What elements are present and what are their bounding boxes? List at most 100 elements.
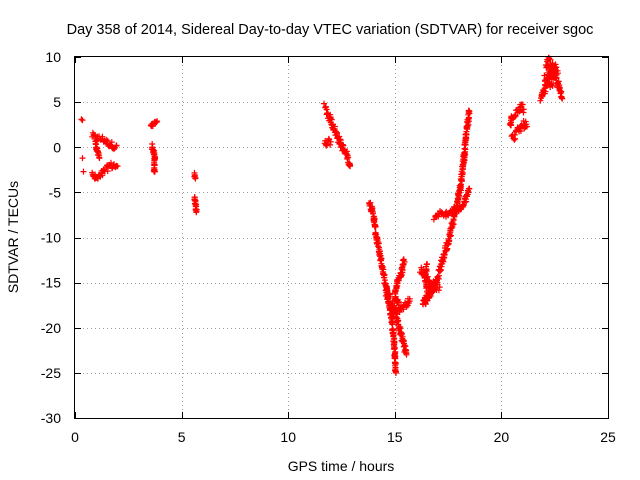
points-layer (78, 54, 566, 376)
data-point (436, 284, 443, 291)
data-point (151, 168, 158, 175)
data-point (389, 313, 396, 320)
data-point (381, 271, 388, 278)
ticks-layer: 0 5 10 15 20 25 -30 -25 -20 -15 -10 -5 0 5 10 (41, 49, 616, 445)
data-point (403, 351, 410, 358)
data-point (99, 172, 106, 179)
data-point (517, 128, 524, 134)
x-tick-label: 5 (178, 429, 186, 445)
data-point (465, 189, 472, 196)
data-point (193, 208, 200, 215)
data-point (549, 60, 556, 67)
data-point (394, 278, 400, 285)
data-point (392, 369, 399, 376)
plot-frame (74, 56, 609, 419)
data-point (345, 154, 352, 161)
y-tick-label: -15 (41, 275, 61, 291)
x-tick-label: 10 (280, 429, 296, 445)
data-point (398, 330, 405, 337)
data-point (461, 149, 468, 156)
data-point (108, 139, 115, 146)
data-point (458, 173, 465, 180)
chart-title: Day 358 of 2014, Sidereal Day-to-day VTE… (67, 22, 594, 38)
data-point (79, 155, 86, 162)
data-point (327, 138, 334, 145)
data-point (558, 94, 565, 101)
y-tick-label: -30 (41, 410, 61, 426)
y-tick-label: -20 (41, 320, 61, 336)
data-point (542, 88, 549, 95)
data-point (435, 272, 442, 279)
data-point (96, 155, 103, 162)
data-point (154, 118, 161, 125)
data-point (321, 100, 327, 107)
data-point (114, 163, 121, 170)
data-point (463, 131, 470, 138)
y-axis-label: SDTVAR / TECUs (5, 181, 21, 293)
data-point (538, 92, 545, 99)
data-point (389, 314, 396, 320)
data-point (447, 232, 454, 239)
y-tick-label: 5 (53, 94, 61, 110)
data-point (336, 133, 343, 140)
data-point (347, 163, 353, 170)
data-point (434, 279, 441, 286)
data-point (556, 84, 563, 91)
data-point (80, 168, 87, 175)
data-point (554, 70, 561, 77)
data-point (426, 289, 433, 296)
data-point (435, 287, 442, 294)
grid-layer (75, 57, 608, 418)
data-point (78, 116, 85, 123)
data-point (441, 251, 448, 258)
data-point (398, 266, 405, 272)
x-tick-label: 25 (600, 429, 616, 445)
data-point (395, 317, 402, 324)
data-point (544, 75, 551, 82)
data-point (406, 295, 413, 302)
data-point (464, 122, 471, 129)
data-point (543, 63, 550, 70)
data-point (79, 117, 86, 124)
data-point (370, 209, 376, 215)
x-tick-label: 0 (71, 429, 79, 445)
data-point (558, 88, 565, 95)
data-point (423, 284, 430, 291)
data-point (559, 95, 566, 102)
data-point (466, 185, 473, 192)
data-point (327, 141, 334, 148)
data-point (328, 116, 334, 122)
y-tick-label: -25 (41, 365, 61, 381)
data-point (396, 325, 403, 332)
data-point (387, 293, 394, 300)
data-point (549, 82, 556, 89)
data-point (399, 261, 406, 268)
data-point (450, 221, 457, 228)
data-point (401, 342, 408, 349)
data-point (103, 136, 110, 143)
data-point (192, 174, 199, 181)
data-point (548, 80, 555, 87)
data-point (520, 106, 527, 113)
x-tick-label: 20 (494, 429, 510, 445)
data-point (367, 199, 374, 206)
data-point (524, 123, 530, 130)
data-point (384, 287, 391, 294)
y-tick-label: -5 (49, 184, 62, 200)
data-point (328, 116, 335, 123)
data-point (113, 142, 120, 149)
x-tick-label: 15 (387, 429, 403, 445)
data-point (394, 318, 401, 325)
data-point (466, 108, 473, 115)
data-point (512, 135, 519, 142)
y-tick-label: 0 (53, 139, 61, 155)
data-point (104, 137, 111, 144)
data-point (553, 64, 560, 71)
data-point (547, 56, 554, 63)
data-point (437, 268, 443, 275)
data-point (90, 131, 97, 138)
y-tick-label: -10 (41, 230, 61, 246)
data-point (372, 223, 379, 230)
